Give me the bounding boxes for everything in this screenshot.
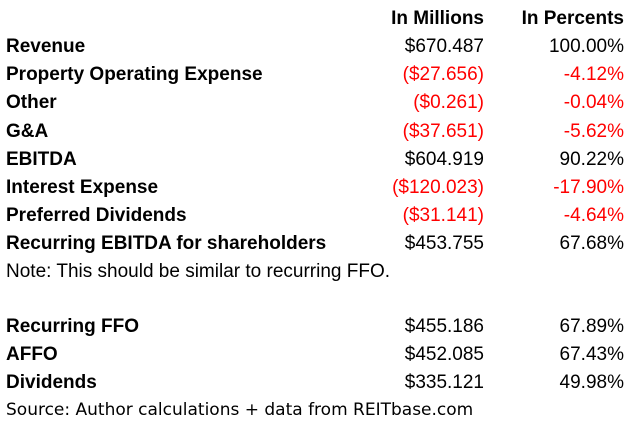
- row-value-millions: ($37.651): [402, 120, 484, 142]
- row-value-percent: 67.89%: [559, 316, 624, 337]
- header-in-percents: In Percents: [521, 8, 624, 29]
- header-in-millions: In Millions: [391, 8, 484, 29]
- row-value-percent: 67.43%: [559, 344, 624, 366]
- row-value-millions: ($31.141): [402, 205, 484, 227]
- row-label: Other: [6, 92, 57, 114]
- row-value-percent: -4.12%: [563, 64, 624, 86]
- row-label: Dividends: [6, 372, 97, 394]
- row-value-millions: ($27.656): [402, 64, 484, 86]
- row-value-percent: 90.22%: [559, 148, 624, 170]
- row-value-millions: ($0.261): [413, 92, 484, 114]
- row-value-millions: $604.919: [404, 148, 484, 170]
- row-label: G&A: [6, 120, 49, 142]
- row-value-percent: 100.00%: [548, 36, 624, 57]
- row-label: Recurring FFO: [6, 316, 140, 337]
- table-row: AFFO $452.085 67.43%: [0, 344, 640, 372]
- row-label: EBITDA: [6, 148, 77, 170]
- note-text: Note: This should be similar to recurrin…: [6, 261, 391, 282]
- table-row: Dividends $335.121 49.98%: [0, 372, 640, 400]
- row-value-millions: $452.085: [404, 344, 484, 366]
- row-value-percent: -4.64%: [563, 205, 624, 227]
- row-value-millions: $670.487: [404, 36, 484, 57]
- table-row: EBITDA $604.919 90.22%: [0, 149, 640, 177]
- row-value-percent: -5.62%: [563, 120, 624, 142]
- row-label: Preferred Dividends: [6, 205, 187, 227]
- row-label: Interest Expense: [6, 177, 159, 198]
- table-row: G&A ($37.651) -5.62%: [0, 121, 640, 149]
- row-value-percent: -17.90%: [553, 177, 624, 198]
- row-label: Recurring EBITDA for shareholders: [6, 233, 327, 255]
- row-value-percent: 49.98%: [559, 372, 624, 394]
- row-label: AFFO: [6, 344, 58, 366]
- table-row: Revenue $670.487 100.00%: [0, 36, 640, 64]
- table-row: Interest Expense ($120.023) -17.90%: [0, 177, 640, 205]
- table-row: Other ($0.261) -0.04%: [0, 92, 640, 120]
- row-label: Revenue: [6, 36, 86, 57]
- row-value-percent: 67.68%: [559, 233, 624, 255]
- row-value-millions: $335.121: [404, 372, 484, 394]
- table-row: Recurring EBITDA for shareholders $453.75…: [0, 233, 640, 261]
- row-value-millions: $453.755: [404, 233, 484, 255]
- row-value-percent: -0.04%: [563, 92, 624, 114]
- table-row: Recurring FFO $455.186 67.89%: [0, 316, 640, 344]
- source-text: Source: Author calculations + data from …: [6, 400, 474, 420]
- table-row: Property Operating Expense ($27.656) -4.12…: [0, 64, 640, 92]
- row-label: Property Operating Expense: [6, 64, 263, 86]
- row-value-millions: $455.186: [404, 316, 484, 337]
- table-row: Preferred Dividends ($31.141) -4.64%: [0, 205, 640, 233]
- row-value-millions: ($120.023): [392, 177, 484, 198]
